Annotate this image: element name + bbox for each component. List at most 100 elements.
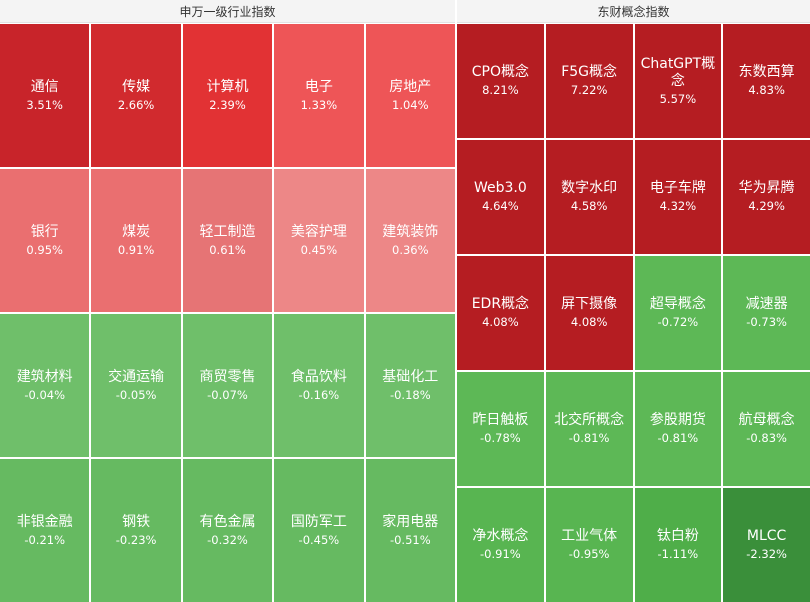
industry-tile-name: 银行	[30, 223, 59, 240]
concept-tile-name: 参股期货	[649, 412, 706, 428]
sw-industry-grid: 通信 3.51% 传媒 2.66% 计算机 2.39% 电子 1.33% 房地产 1.04% 银行 0…	[0, 23, 455, 602]
industry-tile-name: 家用电器	[382, 513, 439, 530]
concept-tile[interactable]: 工业气体 -0.95%	[545, 488, 633, 602]
concept-tile[interactable]: 北交所概念 -0.81%	[545, 372, 633, 486]
industry-tile-change: 0.61%	[209, 242, 246, 257]
industry-tile[interactable]: 银行 0.95%	[0, 169, 90, 312]
concept-tile-name: 东数西算	[738, 64, 795, 80]
industry-tile-change: 0.36%	[392, 242, 429, 257]
industry-tile[interactable]: 有色金属 -0.32%	[182, 459, 273, 602]
concept-tile[interactable]: 电子车牌 4.32%	[634, 140, 722, 254]
industry-tile[interactable]: 钢铁 -0.23%	[91, 459, 181, 602]
industry-tile-name: 房地产	[389, 78, 432, 95]
industry-tile[interactable]: 家用电器 -0.51%	[365, 459, 455, 602]
industry-tile-name: 商贸零售	[199, 368, 256, 385]
concept-tile-change: 4.32%	[659, 199, 697, 213]
industry-tile-name: 煤炭	[122, 223, 151, 240]
industry-tile[interactable]: 非银金融 -0.21%	[0, 459, 90, 602]
sw-industry-panel: 申万一级行业指数 通信 3.51% 传媒 2.66% 计算机 2.39% 电子 1.33% 房地…	[0, 0, 455, 602]
industry-tile-change: 1.04%	[392, 97, 429, 112]
industry-tile-change: -0.16%	[298, 387, 340, 402]
industry-tile[interactable]: 传媒 2.66%	[91, 24, 181, 167]
sw-industry-title: 申万一级行业指数	[0, 0, 455, 23]
concept-tile-name: 钛白粉	[656, 528, 699, 544]
concept-tile-name: 电子车牌	[649, 180, 706, 196]
concept-tile-change: 4.08%	[482, 315, 519, 329]
industry-tile-change: -0.05%	[115, 387, 157, 402]
concept-tile-change: 4.83%	[748, 83, 785, 97]
concept-tile[interactable]: 超导概念 -0.72%	[634, 256, 722, 370]
concept-tile-change: -0.95%	[568, 547, 610, 561]
industry-tile-change: -0.23%	[115, 532, 157, 547]
industry-tile[interactable]: 通信 3.51%	[0, 24, 90, 167]
industry-tile[interactable]: 美容护理 0.45%	[274, 169, 364, 312]
industry-tile-name: 基础化工	[382, 368, 439, 385]
industry-tile-change: -0.18%	[389, 387, 431, 402]
concept-tile-change: -2.32%	[746, 547, 787, 561]
concept-tile-change: -0.78%	[480, 431, 521, 445]
industry-tile-change: 0.95%	[26, 242, 63, 257]
concept-tile-name: 屏下摄像	[561, 296, 618, 312]
industry-tile[interactable]: 煤炭 0.91%	[91, 169, 181, 312]
industry-tile-change: -0.21%	[24, 532, 66, 547]
concept-tile-name: 工业气体	[561, 528, 618, 544]
concept-tile-change: -1.11%	[657, 547, 699, 561]
concept-tile[interactable]: 参股期货 -0.81%	[634, 372, 722, 486]
concept-tile[interactable]: MLCC -2.32%	[723, 488, 810, 602]
concept-tile[interactable]: 数字水印 4.58%	[545, 140, 633, 254]
concept-tile[interactable]: 钛白粉 -1.11%	[634, 488, 722, 602]
concept-tile-change: 7.22%	[570, 83, 608, 97]
concept-tile[interactable]: Web3.0 4.64%	[457, 140, 544, 254]
industry-tile-change: -0.45%	[298, 532, 340, 547]
industry-tile[interactable]: 交通运输 -0.05%	[91, 314, 181, 457]
industry-tile[interactable]: 商贸零售 -0.07%	[182, 314, 273, 457]
concept-tile-name: 数字水印	[561, 180, 618, 196]
industry-tile-name: 国防军工	[290, 513, 347, 530]
concept-tile[interactable]: 东数西算 4.83%	[723, 24, 810, 138]
concept-tile[interactable]: CPO概念 8.21%	[457, 24, 544, 138]
concept-tile[interactable]: ChatGPT概念 5.57%	[634, 24, 722, 138]
industry-tile[interactable]: 基础化工 -0.18%	[365, 314, 455, 457]
concept-tile-change: -0.81%	[568, 431, 610, 445]
industry-tile-name: 传媒	[122, 78, 151, 95]
concept-tile-change: 4.64%	[482, 199, 519, 213]
industry-tile-name: 计算机	[206, 78, 249, 95]
concept-tile-change: -0.73%	[746, 315, 787, 329]
concept-tile[interactable]: 减速器 -0.73%	[723, 256, 810, 370]
industry-tile-name: 通信	[30, 78, 59, 95]
concept-tile-name: CPO概念	[471, 64, 529, 80]
industry-tile-name: 建筑材料	[16, 368, 73, 385]
industry-tile-change: 0.45%	[300, 242, 338, 257]
concept-tile-change: 4.08%	[570, 315, 608, 329]
industry-tile-change: 3.51%	[26, 97, 63, 112]
concept-tile-change: 5.57%	[659, 91, 697, 106]
concept-tile-name: 航母概念	[738, 412, 795, 428]
industry-tile[interactable]: 轻工制造 0.61%	[182, 169, 273, 312]
concept-tile-change: -0.81%	[657, 431, 699, 445]
concept-tile[interactable]: 华为昇腾 4.29%	[723, 140, 810, 254]
industry-tile[interactable]: 电子 1.33%	[274, 24, 364, 167]
industry-tile-change: -0.04%	[24, 387, 66, 402]
concept-tile[interactable]: EDR概念 4.08%	[457, 256, 544, 370]
industry-tile-name: 有色金属	[199, 513, 256, 530]
concept-tile-name: ChatGPT概念	[640, 55, 716, 89]
industry-tile[interactable]: 国防军工 -0.45%	[274, 459, 364, 602]
concept-tile[interactable]: 净水概念 -0.91%	[457, 488, 544, 602]
concept-tile[interactable]: 屏下摄像 4.08%	[545, 256, 633, 370]
industry-tile[interactable]: 建筑材料 -0.04%	[0, 314, 90, 457]
industry-tile[interactable]: 食品饮料 -0.16%	[274, 314, 364, 457]
industry-tile[interactable]: 计算机 2.39%	[182, 24, 273, 167]
industry-tile-name: 美容护理	[290, 223, 347, 240]
industry-tile-change: 1.33%	[300, 97, 338, 112]
concept-tile-change: 8.21%	[482, 83, 519, 97]
industry-tile[interactable]: 房地产 1.04%	[365, 24, 455, 167]
industry-tile-name: 交通运输	[108, 368, 165, 385]
concept-tile[interactable]: 航母概念 -0.83%	[723, 372, 810, 486]
concept-tile[interactable]: 昨日触板 -0.78%	[457, 372, 544, 486]
concept-tile-name: 超导概念	[649, 296, 706, 312]
concept-tile[interactable]: F5G概念 7.22%	[545, 24, 633, 138]
industry-tile-change: -0.32%	[207, 532, 248, 547]
concept-panel: 东财概念指数 CPO概念 8.21% F5G概念 7.22% ChatGPT概念 5.57…	[457, 0, 810, 602]
industry-tile[interactable]: 建筑装饰 0.36%	[365, 169, 455, 312]
